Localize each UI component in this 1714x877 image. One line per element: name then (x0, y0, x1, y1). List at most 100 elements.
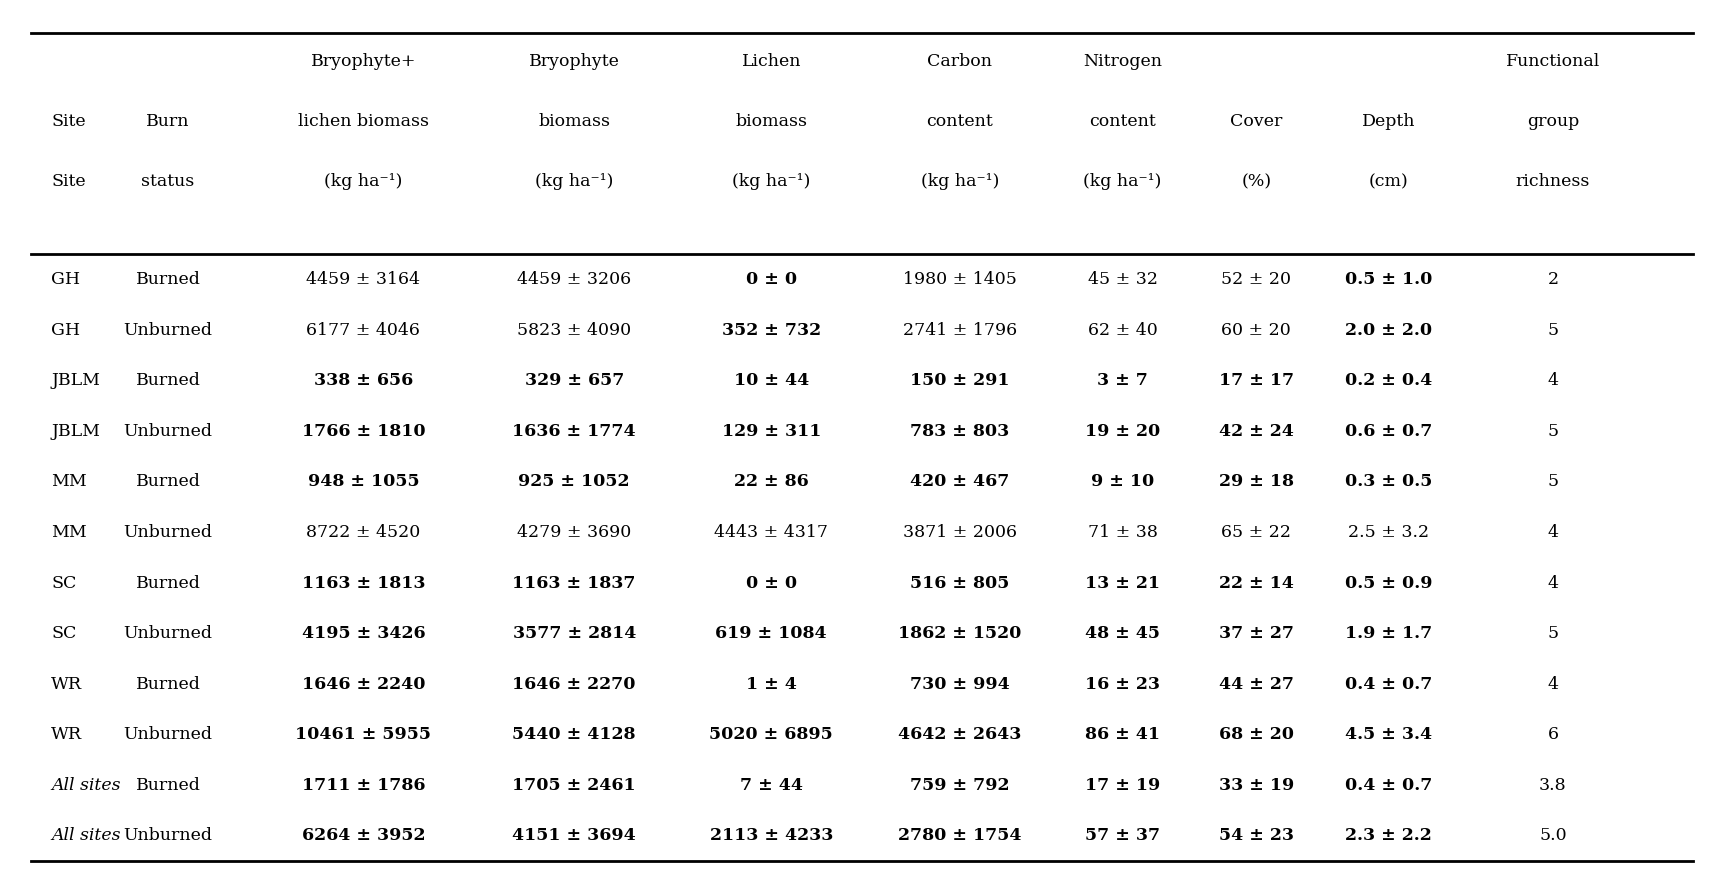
Text: 68 ± 20: 68 ± 20 (1219, 726, 1294, 744)
Text: 759 ± 792: 759 ± 792 (910, 777, 1010, 794)
Text: 4195 ± 3426: 4195 ± 3426 (302, 625, 425, 642)
Text: Unburned: Unburned (123, 625, 213, 642)
Text: 1711 ± 1786: 1711 ± 1786 (302, 777, 425, 794)
Text: 516 ± 805: 516 ± 805 (910, 574, 1010, 592)
Text: Lichen: Lichen (742, 53, 800, 70)
Text: group: group (1527, 112, 1579, 130)
Text: Unburned: Unburned (123, 524, 213, 541)
Text: 1766 ± 1810: 1766 ± 1810 (302, 423, 425, 440)
Text: 2.0 ± 2.0: 2.0 ± 2.0 (1345, 322, 1431, 339)
Text: 1862 ± 1520: 1862 ± 1520 (898, 625, 1022, 642)
Text: All sites: All sites (51, 777, 122, 794)
Text: 5823 ± 4090: 5823 ± 4090 (518, 322, 631, 339)
Text: (kg ha⁻¹): (kg ha⁻¹) (920, 173, 999, 190)
Text: GH: GH (51, 322, 81, 339)
Text: 5020 ± 6895: 5020 ± 6895 (710, 726, 833, 744)
Text: 17 ± 17: 17 ± 17 (1219, 372, 1294, 389)
Text: 1 ± 4: 1 ± 4 (746, 675, 797, 693)
Text: 45 ± 32: 45 ± 32 (1088, 271, 1157, 289)
Text: 0.6 ± 0.7: 0.6 ± 0.7 (1345, 423, 1431, 440)
Text: Cover: Cover (1231, 112, 1282, 130)
Text: 5440 ± 4128: 5440 ± 4128 (512, 726, 636, 744)
Text: 150 ± 291: 150 ± 291 (910, 372, 1010, 389)
Text: 5.0: 5.0 (1539, 827, 1567, 845)
Text: (kg ha⁻¹): (kg ha⁻¹) (324, 173, 403, 190)
Text: 37 ± 27: 37 ± 27 (1219, 625, 1294, 642)
Text: 5: 5 (1548, 423, 1558, 440)
Text: GH: GH (51, 271, 81, 289)
Text: 42 ± 24: 42 ± 24 (1219, 423, 1294, 440)
Text: Unburned: Unburned (123, 322, 213, 339)
Text: WR: WR (51, 675, 82, 693)
Text: 1163 ± 1837: 1163 ± 1837 (512, 574, 636, 592)
Text: 1.9 ± 1.7: 1.9 ± 1.7 (1345, 625, 1431, 642)
Text: 1980 ± 1405: 1980 ± 1405 (903, 271, 1016, 289)
Text: content: content (1090, 112, 1155, 130)
Text: JBLM: JBLM (51, 372, 101, 389)
Text: 0.4 ± 0.7: 0.4 ± 0.7 (1345, 777, 1431, 794)
Text: 0 ± 0: 0 ± 0 (746, 271, 797, 289)
Text: (kg ha⁻¹): (kg ha⁻¹) (732, 173, 811, 190)
Text: Burned: Burned (135, 372, 201, 389)
Text: 4459 ± 3164: 4459 ± 3164 (307, 271, 420, 289)
Text: 8722 ± 4520: 8722 ± 4520 (307, 524, 420, 541)
Text: 19 ± 20: 19 ± 20 (1085, 423, 1160, 440)
Text: 65 ± 22: 65 ± 22 (1222, 524, 1291, 541)
Text: 4459 ± 3206: 4459 ± 3206 (518, 271, 631, 289)
Text: 1705 ± 2461: 1705 ± 2461 (512, 777, 636, 794)
Text: (%): (%) (1241, 173, 1272, 190)
Text: (kg ha⁻¹): (kg ha⁻¹) (535, 173, 614, 190)
Text: 86 ± 41: 86 ± 41 (1085, 726, 1160, 744)
Text: 3 ± 7: 3 ± 7 (1097, 372, 1148, 389)
Text: 4: 4 (1548, 372, 1558, 389)
Text: Burned: Burned (135, 777, 201, 794)
Text: Site: Site (51, 112, 86, 130)
Text: 6: 6 (1548, 726, 1558, 744)
Text: 13 ± 21: 13 ± 21 (1085, 574, 1160, 592)
Text: 3.8: 3.8 (1539, 777, 1567, 794)
Text: 6264 ± 3952: 6264 ± 3952 (302, 827, 425, 845)
Text: 1163 ± 1813: 1163 ± 1813 (302, 574, 425, 592)
Text: (kg ha⁻¹): (kg ha⁻¹) (1083, 173, 1162, 190)
Text: 57 ± 37: 57 ± 37 (1085, 827, 1160, 845)
Text: SC: SC (51, 625, 77, 642)
Text: 619 ± 1084: 619 ± 1084 (715, 625, 828, 642)
Text: 0.3 ± 0.5: 0.3 ± 0.5 (1345, 474, 1431, 490)
Text: 48 ± 45: 48 ± 45 (1085, 625, 1160, 642)
Text: (cm): (cm) (1368, 173, 1409, 190)
Text: 948 ± 1055: 948 ± 1055 (307, 474, 420, 490)
Text: 3871 ± 2006: 3871 ± 2006 (903, 524, 1016, 541)
Text: Carbon: Carbon (927, 53, 992, 70)
Text: biomass: biomass (538, 112, 610, 130)
Text: Burned: Burned (135, 271, 201, 289)
Text: 352 ± 732: 352 ± 732 (722, 322, 821, 339)
Text: lichen biomass: lichen biomass (298, 112, 428, 130)
Text: content: content (927, 112, 992, 130)
Text: 0.5 ± 0.9: 0.5 ± 0.9 (1344, 574, 1433, 592)
Text: 338 ± 656: 338 ± 656 (314, 372, 413, 389)
Text: MM: MM (51, 524, 87, 541)
Text: 4: 4 (1548, 675, 1558, 693)
Text: 2780 ± 1754: 2780 ± 1754 (898, 827, 1022, 845)
Text: Unburned: Unburned (123, 423, 213, 440)
Text: 2.5 ± 3.2: 2.5 ± 3.2 (1347, 524, 1429, 541)
Text: 5: 5 (1548, 474, 1558, 490)
Text: 129 ± 311: 129 ± 311 (722, 423, 821, 440)
Text: All sites: All sites (51, 827, 122, 845)
Text: 29 ± 18: 29 ± 18 (1219, 474, 1294, 490)
Text: 3577 ± 2814: 3577 ± 2814 (512, 625, 636, 642)
Text: 71 ± 38: 71 ± 38 (1088, 524, 1157, 541)
Text: 17 ± 19: 17 ± 19 (1085, 777, 1160, 794)
Text: Functional: Functional (1507, 53, 1599, 70)
Text: JBLM: JBLM (51, 423, 101, 440)
Text: 0.4 ± 0.7: 0.4 ± 0.7 (1345, 675, 1431, 693)
Text: Burned: Burned (135, 574, 201, 592)
Text: 730 ± 994: 730 ± 994 (910, 675, 1010, 693)
Text: Bryophyte: Bryophyte (528, 53, 620, 70)
Text: 1646 ± 2240: 1646 ± 2240 (302, 675, 425, 693)
Text: 2741 ± 1796: 2741 ± 1796 (903, 322, 1016, 339)
Text: 5: 5 (1548, 322, 1558, 339)
Text: 22 ± 14: 22 ± 14 (1219, 574, 1294, 592)
Text: 4443 ± 4317: 4443 ± 4317 (715, 524, 828, 541)
Text: Burn: Burn (146, 112, 190, 130)
